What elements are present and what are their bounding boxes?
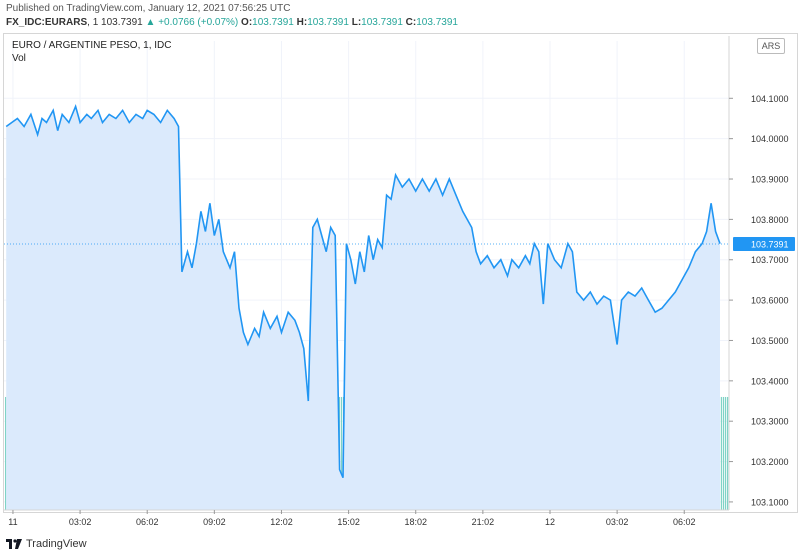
low-label: L: bbox=[351, 17, 362, 28]
change: ▲ +0.0766 (+0.07%) bbox=[145, 17, 239, 28]
x-tick-label: 09:02 bbox=[203, 517, 226, 527]
currency-button[interactable]: ARS bbox=[757, 38, 785, 54]
y-tick-label: 103.4000 bbox=[751, 376, 789, 386]
y-tick-label: 103.1000 bbox=[751, 497, 789, 507]
x-tick-label: 15:02 bbox=[337, 517, 360, 527]
volume-bar bbox=[723, 396, 725, 510]
x-tick-label: 11 bbox=[8, 517, 17, 527]
price-area bbox=[6, 106, 720, 511]
price-line bbox=[5, 103, 721, 479]
chart-frame bbox=[3, 33, 798, 513]
open-value: 103.7391 bbox=[252, 17, 294, 28]
tradingview-logo-icon bbox=[6, 539, 22, 549]
last-price-marker: 103.7391 bbox=[4, 236, 795, 251]
y-tick-label: 103.9000 bbox=[751, 175, 789, 185]
footer-brand-text: TradingView bbox=[26, 538, 87, 550]
close-value: 103.7391 bbox=[416, 17, 458, 28]
y-axis: 104.1000 104.0000 103.9000 103.8000 103.7000… bbox=[728, 36, 789, 510]
y-tick-label: 103.5000 bbox=[751, 336, 789, 346]
y-tick-label: 103.6000 bbox=[751, 296, 789, 306]
volume-bar bbox=[5, 396, 7, 510]
y-tick-label: 103.8000 bbox=[751, 215, 789, 225]
interval: 1 bbox=[92, 17, 99, 28]
x-axis: 11 03:02 06:02 09:02 12:02 15:02 18:02 21:02 12 0… bbox=[4, 509, 729, 527]
x-tick-label: 06:02 bbox=[136, 517, 159, 527]
close-label: C: bbox=[405, 17, 417, 28]
open-label: O: bbox=[241, 17, 253, 28]
x-tick-label: 18:02 bbox=[404, 517, 427, 527]
last-price-badge bbox=[733, 236, 795, 251]
y-tick-label: 103.7000 bbox=[751, 255, 789, 265]
last-price-label: 103.7391 bbox=[751, 239, 789, 249]
volume-bar bbox=[341, 396, 343, 510]
chart-legend-title: EURO / ARGENTINE PESO, 1, IDC bbox=[12, 40, 172, 51]
x-tick-label: 12 bbox=[545, 517, 555, 527]
footer-brand[interactable]: TradingView bbox=[6, 538, 87, 550]
volume-bar bbox=[725, 396, 727, 510]
published-caption: Published on TradingView.com, January 12… bbox=[6, 3, 291, 14]
volume-bar bbox=[727, 396, 729, 510]
high-value: 103.7391 bbox=[307, 17, 349, 28]
x-tick-label: 12:02 bbox=[270, 517, 293, 527]
last-price: 103.7391 bbox=[101, 17, 143, 28]
volume-bar bbox=[721, 396, 723, 510]
symbol-info-line: FX_IDC:EURARS, 1 103.7391 ▲ +0.0766 (+0.… bbox=[6, 17, 458, 28]
x-tick-label: 21:02 bbox=[472, 517, 495, 527]
high-label: H: bbox=[296, 17, 308, 28]
symbol: FX_IDC:EURARS bbox=[6, 17, 88, 28]
y-tick-label: 104.1000 bbox=[751, 94, 789, 104]
y-tick-label: 104.0000 bbox=[751, 134, 789, 144]
low-value: 103.7391 bbox=[361, 17, 403, 28]
y-tick-label: 103.3000 bbox=[751, 417, 789, 427]
x-tick-label: 03:02 bbox=[69, 517, 92, 527]
x-tick-label: 06:02 bbox=[673, 517, 696, 527]
chart-legend-volume: Vol bbox=[12, 53, 26, 64]
y-tick-label: 103.2000 bbox=[751, 457, 789, 467]
x-tick-label: 03:02 bbox=[606, 517, 629, 527]
